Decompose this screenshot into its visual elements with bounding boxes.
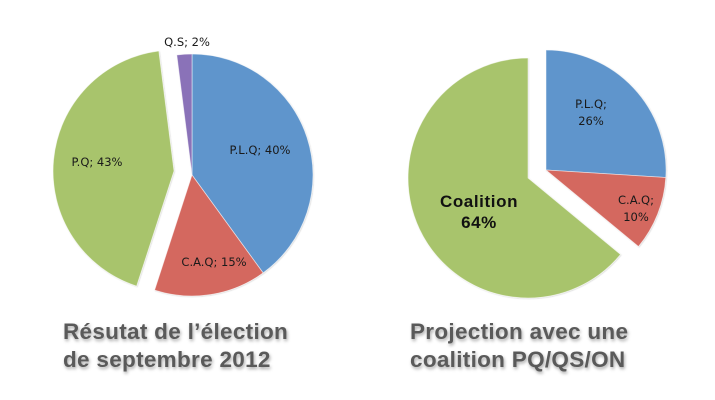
caption-coalition-projection: Projection avec une coalition PQ/QS/ON — [410, 318, 628, 374]
label-qs-left: Q.S; 2% — [164, 35, 210, 49]
pie-chart-election-2012 — [52, 50, 314, 297]
caption-right-line2: coalition PQ/QS/ON — [410, 347, 626, 372]
slice-coalition[interactable] — [407, 57, 622, 299]
slice-caq[interactable] — [154, 174, 264, 297]
caption-right-line1: Projection avec une — [410, 319, 629, 344]
label-plq-right-line1: P.L.Q; — [575, 97, 607, 111]
label-caq-right-line2: 10% — [623, 210, 649, 224]
label-coalition-line2: 64% — [461, 213, 497, 232]
label-plq-left: P.L.Q; 40% — [229, 143, 290, 157]
label-coalition-line1: Coalition — [440, 192, 518, 211]
slice-plq-projection[interactable] — [545, 49, 667, 178]
caption-left-line2: de septembre 2012 — [63, 347, 271, 372]
slice-caq-projection[interactable] — [544, 169, 667, 248]
label-pq-left: P.Q; 43% — [72, 155, 123, 169]
label-caq-left: C.A.Q; 15% — [181, 255, 246, 269]
label-caq-right-line1: C.A.Q; — [618, 193, 654, 207]
label-plq-right-line2: 26% — [578, 114, 604, 128]
caption-election-results: Résutat de l’élection de septembre 2012 — [63, 318, 288, 374]
slice-pq[interactable] — [52, 50, 175, 287]
pie-chart-coalition-projection — [407, 49, 667, 299]
caption-left-line1: Résutat de l’élection — [63, 319, 289, 344]
slice-qs[interactable] — [176, 53, 193, 176]
slice-plq[interactable] — [191, 53, 314, 274]
